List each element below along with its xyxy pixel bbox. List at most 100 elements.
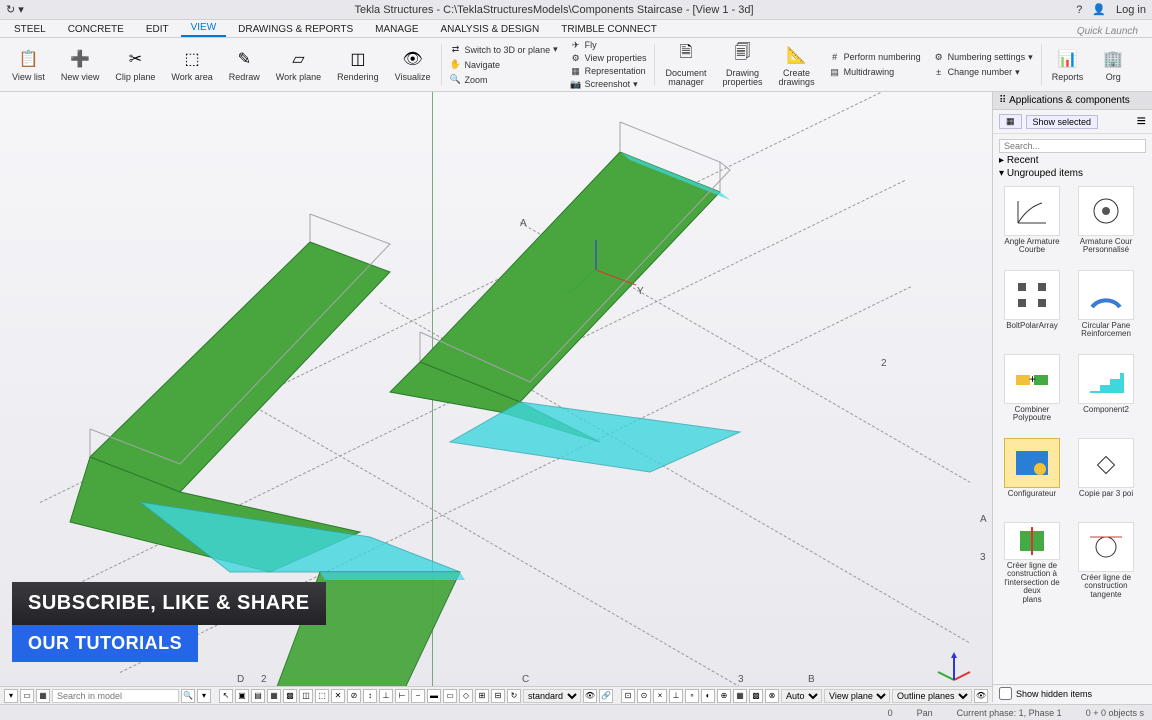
bb-sel-9[interactable]: ↕ [363, 689, 377, 703]
component-item[interactable]: Créer ligne de construction tangente [1071, 522, 1141, 602]
panel-grip-icon[interactable]: ⠿ [999, 95, 1006, 106]
bb-snap-9[interactable]: ▩ [749, 689, 763, 703]
bb-sel-11[interactable]: ⊢ [395, 689, 409, 703]
bb-dropdown1[interactable]: ▾ [4, 689, 18, 703]
bb-sel-15[interactable]: ◇ [459, 689, 473, 703]
bb-sel-10[interactable]: ⊥ [379, 689, 393, 703]
bb-sel-13[interactable]: ▬ [427, 689, 441, 703]
menu-icon[interactable]: ≡ [1137, 113, 1146, 131]
quick-launch[interactable]: Quick Launch [1077, 26, 1148, 37]
menu-drawings[interactable]: DRAWINGS & REPORTS [228, 22, 363, 37]
model-search-input[interactable] [52, 689, 179, 703]
ribbon-zoom[interactable]: 🔍Zoom [450, 73, 558, 87]
bb-sel-7[interactable]: ✕ [331, 689, 345, 703]
ribbon-perform-numbering[interactable]: #Perform numbering [829, 50, 921, 64]
bb-icon-b[interactable]: ▦ [36, 689, 50, 703]
menu-concrete[interactable]: CONCRETE [58, 22, 134, 37]
ribbon-fly[interactable]: ✈Fly [570, 39, 647, 51]
ribbon-reports[interactable]: 📊Reports [1044, 40, 1092, 89]
grid-view-icon[interactable]: ▦ [999, 114, 1022, 129]
menu-manage[interactable]: MANAGE [365, 22, 428, 37]
bb-viewplane-select[interactable]: View plane [824, 689, 890, 703]
component-item[interactable]: Copie par 3 poi [1071, 438, 1141, 518]
bb-sel-14[interactable]: ▭ [443, 689, 457, 703]
menu-trimble[interactable]: TRIMBLE CONNECT [551, 22, 667, 37]
bb-sel-6[interactable]: ⬚ [315, 689, 329, 703]
bb-sel-1[interactable]: ▣ [235, 689, 249, 703]
ribbon-switch-3d[interactable]: ⇄Switch to 3D or plane ▾ [450, 43, 558, 57]
bb-sel-8[interactable]: ⊘ [347, 689, 361, 703]
ribbon-drawing-props[interactable]: 🗐Drawing properties [715, 40, 771, 89]
search-icon[interactable]: 🔍 [181, 689, 195, 703]
menu-analysis[interactable]: ANALYSIS & DESIGN [431, 22, 550, 37]
component-thumb [1004, 438, 1060, 488]
help-icon[interactable]: ? [1076, 4, 1082, 16]
bb-snap-8[interactable]: ▦ [733, 689, 747, 703]
ribbon-view-props[interactable]: ⚙View properties [570, 52, 647, 64]
component-item[interactable]: BoltPolarArray [997, 270, 1067, 350]
bb-select-arrow[interactable]: ↖ [219, 689, 233, 703]
bb-sel-5[interactable]: ◫ [299, 689, 313, 703]
menu-steel[interactable]: STEEL [4, 22, 56, 37]
ribbon-org[interactable]: 🏢Org [1091, 40, 1135, 89]
bb-auto-select[interactable]: Auto [781, 689, 822, 703]
bb-outline-select[interactable]: Outline planes [892, 689, 972, 703]
component-item[interactable]: Circular Pane Reinforcemen [1071, 270, 1141, 350]
bb-sel-16[interactable]: ⊞ [475, 689, 489, 703]
component-search-input[interactable] [999, 139, 1146, 153]
ribbon-visualize[interactable]: 👁Visualize [387, 40, 439, 89]
bb-final-icon[interactable]: 👁 [974, 689, 988, 703]
bb-snap-2[interactable]: ⊙ [637, 689, 651, 703]
component-item[interactable]: Angle Armature Courbe [997, 186, 1067, 266]
ribbon-rendering[interactable]: ◫Rendering [329, 40, 387, 89]
bb-snap-7[interactable]: ⊕ [717, 689, 731, 703]
component-item[interactable]: Component2 [1071, 354, 1141, 434]
refresh-icon[interactable]: ↻ ▾ [6, 3, 24, 16]
component-item[interactable]: Configurateur [997, 438, 1067, 518]
tree-ungrouped[interactable]: ▾ Ungrouped items [999, 167, 1146, 180]
user-icon[interactable]: 👤 [1092, 3, 1106, 16]
ribbon-representation[interactable]: ▦Representation [570, 65, 647, 77]
ribbon-work-plane[interactable]: ▱Work plane [268, 40, 329, 89]
bb-eye-icon[interactable]: 👁 [583, 689, 597, 703]
tree-recent[interactable]: ▸ Recent [999, 154, 1146, 167]
bb-sel-17[interactable]: ⊟ [491, 689, 505, 703]
ribbon-change-number[interactable]: ±Change number ▾ [933, 65, 1033, 79]
menu-edit[interactable]: EDIT [136, 22, 179, 37]
bb-icon-a[interactable]: ▭ [20, 689, 34, 703]
bb-sel-12[interactable]: ⎯ [411, 689, 425, 703]
bb-standard-select[interactable]: standard [523, 689, 581, 703]
bb-snap-10[interactable]: ⊗ [765, 689, 779, 703]
ribbon-navigate[interactable]: ✋Navigate [450, 58, 558, 72]
bb-sel-2[interactable]: ▤ [251, 689, 265, 703]
bb-sel-3[interactable]: ▦ [267, 689, 281, 703]
ribbon-multidrawing[interactable]: ▤Multidrawing [829, 65, 921, 79]
component-item[interactable]: Créer ligne de construction à l'intersec… [997, 522, 1067, 602]
ribbon-numbering-settings[interactable]: ⚙Numbering settings ▾ [933, 50, 1033, 64]
bb-snap-4[interactable]: ⊥ [669, 689, 683, 703]
bb-filter-icon[interactable]: ▾ [197, 689, 211, 703]
view-cube[interactable] [934, 650, 974, 690]
ribbon-redraw[interactable]: ✎Redraw [221, 40, 268, 89]
bb-snap-1[interactable]: ⊡ [621, 689, 635, 703]
menu-view[interactable]: VIEW [181, 20, 227, 37]
show-selected-button[interactable]: Show selected [1026, 115, 1099, 129]
ribbon-work-area[interactable]: ⬚Work area [163, 40, 220, 89]
ribbon-clip-plane[interactable]: ✂Clip plane [107, 40, 163, 89]
ribbon-doc-manager[interactable]: 🗎Document manager [657, 40, 714, 89]
ribbon-screenshot[interactable]: 📷Screenshot ▾ [570, 78, 647, 90]
component-item[interactable]: Armature Cour Personnalisé [1071, 186, 1141, 266]
component-item[interactable]: +Combiner Polypoutre [997, 354, 1067, 434]
bb-link-icon[interactable]: 🔗 [599, 689, 613, 703]
3d-viewport[interactable]: A1Y2A3CD2C3B [0, 92, 992, 702]
bb-snap-3[interactable]: × [653, 689, 667, 703]
bb-sel-4[interactable]: ▩ [283, 689, 297, 703]
ribbon-new-view[interactable]: ➕New view [53, 40, 108, 89]
bb-snap-6[interactable]: ◐ [701, 689, 715, 703]
bb-sel-18[interactable]: ↻ [507, 689, 521, 703]
login-link[interactable]: Log in [1116, 4, 1146, 16]
show-hidden-checkbox[interactable] [999, 687, 1012, 700]
bb-snap-5[interactable]: ∘ [685, 689, 699, 703]
ribbon-view-list[interactable]: 📋View list [4, 40, 53, 89]
ribbon-create-drawings[interactable]: 📐Create drawings [771, 40, 823, 89]
